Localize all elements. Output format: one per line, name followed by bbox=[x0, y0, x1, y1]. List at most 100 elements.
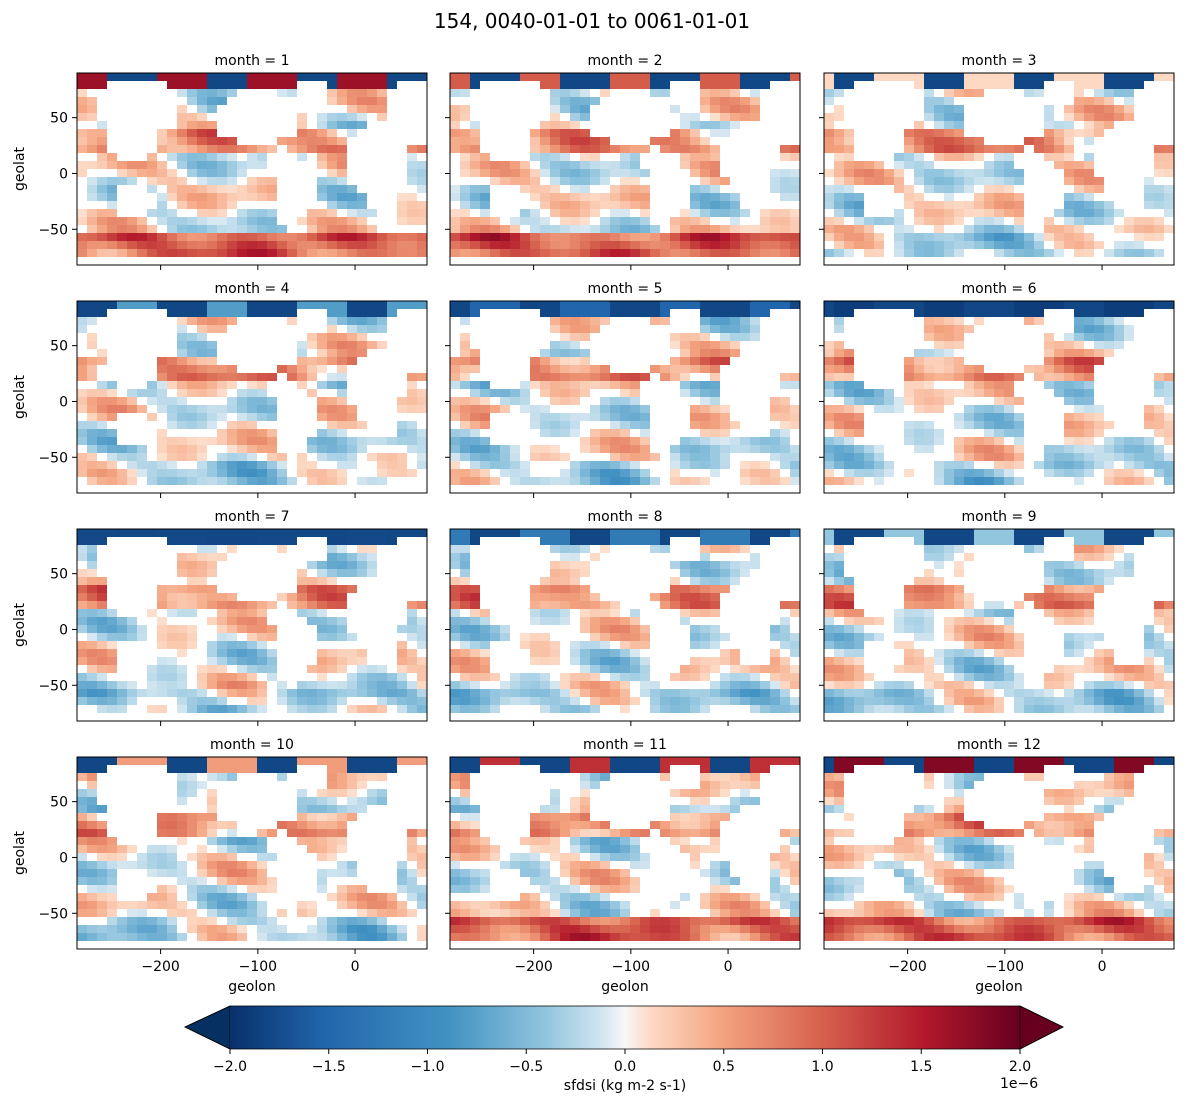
heatmap-cell bbox=[974, 225, 984, 233]
heatmap-cell bbox=[417, 757, 427, 765]
heatmap-cell bbox=[367, 233, 377, 241]
heatmap-cell bbox=[267, 217, 277, 225]
heatmap-cell bbox=[357, 325, 367, 333]
heatmap-cell bbox=[904, 193, 914, 201]
heatmap-cell bbox=[1164, 689, 1174, 697]
heatmap-cell bbox=[337, 917, 347, 925]
heatmap-cell bbox=[327, 681, 337, 689]
heatmap-cell bbox=[984, 633, 994, 641]
heatmap-cell bbox=[1094, 689, 1104, 697]
heatmap-cell bbox=[1004, 233, 1014, 241]
heatmap-cell bbox=[964, 413, 974, 421]
heatmap-cell bbox=[1074, 193, 1084, 201]
heatmap-cell bbox=[327, 813, 337, 821]
heatmap-cell bbox=[570, 225, 580, 233]
heatmap-cell bbox=[187, 529, 197, 537]
heatmap-cell bbox=[377, 241, 387, 249]
heatmap-cell bbox=[367, 673, 377, 681]
heatmap-cell bbox=[700, 461, 710, 469]
heatmap-cell bbox=[824, 569, 834, 577]
heatmap-cell bbox=[790, 153, 800, 161]
heatmap-cell bbox=[1054, 161, 1064, 169]
heatmap-cell bbox=[1064, 617, 1074, 625]
heatmap-cell bbox=[974, 365, 984, 373]
heatmap-cell bbox=[450, 413, 460, 421]
heatmap-cell bbox=[834, 649, 844, 657]
heatmap-cell bbox=[107, 909, 117, 917]
heatmap-cell bbox=[934, 577, 944, 585]
heatmap-cell bbox=[550, 89, 560, 97]
heatmap-cell bbox=[590, 617, 600, 625]
heatmap-cell bbox=[87, 317, 97, 325]
heatmap-cell bbox=[417, 925, 427, 933]
heatmap-cell bbox=[327, 445, 337, 453]
heatmap-cell bbox=[450, 585, 460, 593]
heatmap-cell bbox=[944, 529, 954, 537]
heatmap-cell bbox=[297, 601, 307, 609]
heatmap-cell bbox=[197, 697, 207, 705]
heatmap-cell bbox=[1064, 365, 1074, 373]
heatmap-cell bbox=[1014, 397, 1024, 405]
heatmap-cell bbox=[397, 673, 407, 681]
heatmap-cell bbox=[994, 461, 1004, 469]
heatmap-cell bbox=[307, 577, 317, 585]
heatmap-cell bbox=[790, 249, 800, 257]
heatmap-cell bbox=[77, 81, 87, 89]
heatmap-cell bbox=[157, 241, 167, 249]
heatmap-cell bbox=[690, 137, 700, 145]
heatmap-cell bbox=[417, 453, 427, 461]
heatmap-cell bbox=[710, 421, 720, 429]
heatmap-cell bbox=[630, 201, 640, 209]
heatmap-cell bbox=[854, 413, 864, 421]
heatmap-cell bbox=[377, 705, 387, 713]
heatmap-cell bbox=[287, 757, 297, 765]
heatmap-cell bbox=[1154, 617, 1164, 625]
heatmap-cell bbox=[720, 81, 730, 89]
heatmap-cell bbox=[690, 121, 700, 129]
heatmap-cell bbox=[297, 757, 307, 765]
heatmap-cell bbox=[560, 129, 570, 137]
heatmap-cell bbox=[1084, 193, 1094, 201]
heatmap-cell bbox=[834, 169, 844, 177]
heatmap-cell bbox=[407, 381, 417, 389]
heatmap-cell bbox=[1074, 413, 1084, 421]
heatmap-cell bbox=[187, 453, 197, 461]
heatmap-cell bbox=[640, 185, 650, 193]
heatmap-cell bbox=[277, 233, 287, 241]
heatmap-cell bbox=[227, 917, 237, 925]
heatmap-cell bbox=[530, 657, 540, 665]
heatmap-cell bbox=[237, 405, 247, 413]
heatmap-cell bbox=[397, 689, 407, 697]
heatmap-cell bbox=[610, 309, 620, 317]
heatmap-cell bbox=[844, 453, 854, 461]
heatmap-cell bbox=[97, 153, 107, 161]
heatmap-cell bbox=[317, 357, 327, 365]
heatmap-cell bbox=[874, 301, 884, 309]
heatmap-cell bbox=[640, 373, 650, 381]
heatmap-cell bbox=[904, 73, 914, 81]
heatmap-cell bbox=[884, 301, 894, 309]
heatmap-cell bbox=[317, 689, 327, 697]
heatmap-cell bbox=[77, 301, 87, 309]
heatmap-cell bbox=[297, 241, 307, 249]
heatmap-cell bbox=[177, 233, 187, 241]
heatmap-cell bbox=[460, 381, 470, 389]
heatmap-cell bbox=[277, 773, 287, 781]
heatmap-cell bbox=[337, 821, 347, 829]
heatmap-cell bbox=[680, 593, 690, 601]
heatmap-cell bbox=[247, 757, 257, 765]
heatmap-cell bbox=[924, 89, 934, 97]
heatmap-cell bbox=[267, 301, 277, 309]
heatmap-cell bbox=[450, 553, 460, 561]
heatmap-cell bbox=[107, 837, 117, 845]
heatmap-cell bbox=[227, 845, 237, 853]
heatmap-cell bbox=[77, 757, 87, 765]
heatmap-cell bbox=[874, 177, 884, 185]
heatmap-cell bbox=[954, 373, 964, 381]
heatmap-cell bbox=[297, 121, 307, 129]
heatmap-cell bbox=[1084, 529, 1094, 537]
heatmap-cell bbox=[914, 633, 924, 641]
heatmap-cell bbox=[1104, 201, 1114, 209]
heatmap-cell bbox=[187, 341, 197, 349]
heatmap-cell bbox=[864, 241, 874, 249]
